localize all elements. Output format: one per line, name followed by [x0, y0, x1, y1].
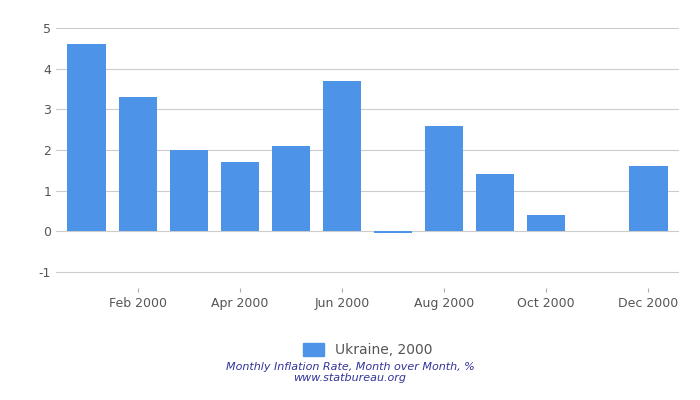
- Bar: [67, 44, 106, 231]
- Text: Monthly Inflation Rate, Month over Month, %: Monthly Inflation Rate, Month over Month…: [225, 362, 475, 372]
- Bar: [118, 97, 157, 231]
- Bar: [374, 231, 412, 233]
- Bar: [425, 126, 463, 231]
- Bar: [476, 174, 514, 231]
- Bar: [527, 215, 566, 231]
- Legend: Ukraine, 2000: Ukraine, 2000: [298, 338, 438, 363]
- Text: www.statbureau.org: www.statbureau.org: [293, 373, 407, 383]
- Bar: [220, 162, 259, 231]
- Bar: [272, 146, 310, 231]
- Bar: [323, 81, 361, 231]
- Bar: [629, 166, 668, 231]
- Bar: [169, 150, 208, 231]
